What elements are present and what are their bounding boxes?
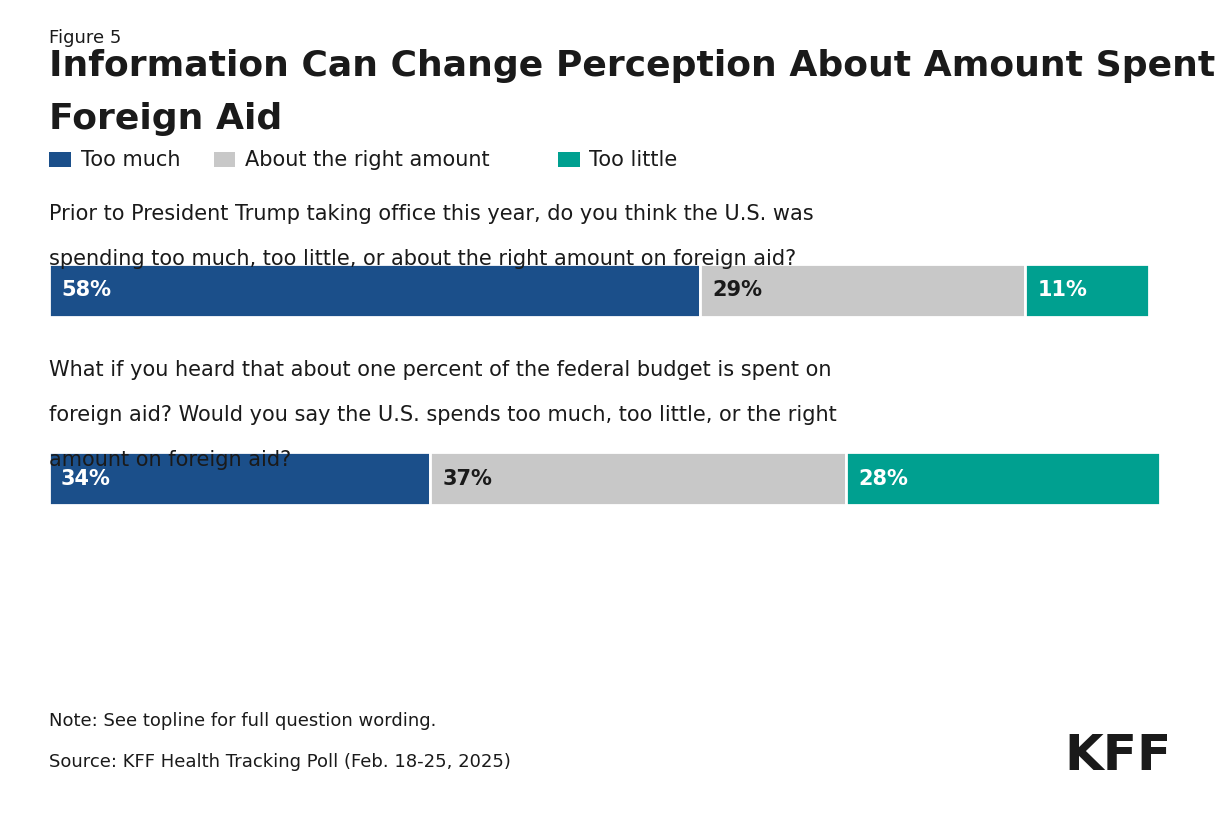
Text: 28%: 28% xyxy=(858,469,908,488)
FancyBboxPatch shape xyxy=(49,264,700,317)
FancyBboxPatch shape xyxy=(700,264,1025,317)
FancyBboxPatch shape xyxy=(1025,264,1149,317)
Text: KFF: KFF xyxy=(1064,732,1171,780)
Text: Source: KFF Health Tracking Poll (Feb. 18-25, 2025): Source: KFF Health Tracking Poll (Feb. 1… xyxy=(49,753,511,771)
Text: 29%: 29% xyxy=(712,281,762,300)
Text: Figure 5: Figure 5 xyxy=(49,29,121,47)
Text: 34%: 34% xyxy=(61,469,111,488)
FancyBboxPatch shape xyxy=(845,452,1160,505)
Text: Note: See topline for full question wording.: Note: See topline for full question word… xyxy=(49,712,437,730)
Text: Too much: Too much xyxy=(81,150,181,169)
FancyBboxPatch shape xyxy=(49,452,431,505)
FancyBboxPatch shape xyxy=(431,452,845,505)
FancyBboxPatch shape xyxy=(558,152,580,167)
Text: 58%: 58% xyxy=(61,281,111,300)
Text: About the right amount: About the right amount xyxy=(245,150,490,169)
Text: Information Can Change Perception About Amount Spent on: Information Can Change Perception About … xyxy=(49,49,1220,83)
Text: amount on foreign aid?: amount on foreign aid? xyxy=(49,450,292,470)
Text: 11%: 11% xyxy=(1037,281,1087,300)
Text: foreign aid? Would you say the U.S. spends too much, too little, or the right: foreign aid? Would you say the U.S. spen… xyxy=(49,405,837,425)
Text: Foreign Aid: Foreign Aid xyxy=(49,102,282,137)
Text: Prior to President Trump taking office this year, do you think the U.S. was: Prior to President Trump taking office t… xyxy=(49,204,814,224)
Text: What if you heard that about one percent of the federal budget is spent on: What if you heard that about one percent… xyxy=(49,360,831,380)
Text: 37%: 37% xyxy=(443,469,493,488)
FancyBboxPatch shape xyxy=(214,152,235,167)
FancyBboxPatch shape xyxy=(49,152,71,167)
Text: Too little: Too little xyxy=(589,150,677,169)
Text: spending too much, too little, or about the right amount on foreign aid?: spending too much, too little, or about … xyxy=(49,249,795,269)
